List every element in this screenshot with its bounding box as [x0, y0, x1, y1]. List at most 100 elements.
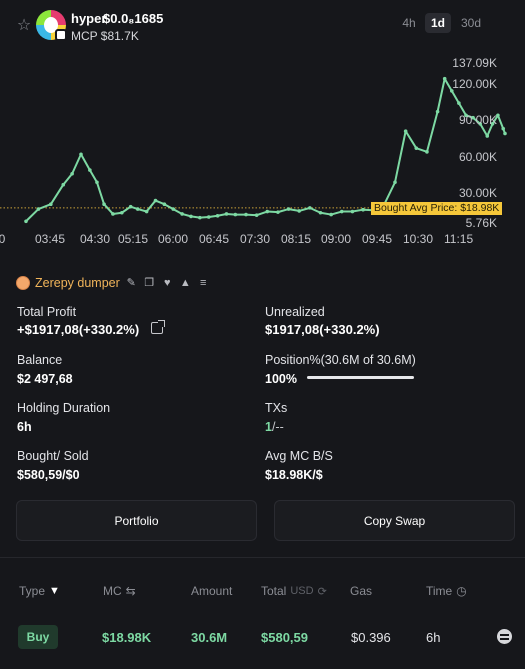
price-chart-svg: [0, 76, 507, 224]
heart-icon[interactable]: ♥: [164, 276, 171, 289]
price-point: [501, 126, 506, 131]
copy-swap-button[interactable]: Copy Swap: [274, 500, 515, 541]
price-point: [449, 89, 454, 93]
header-time-label: Time: [426, 584, 453, 598]
price-point: [297, 209, 302, 213]
y-tick-label: 5.76K: [465, 216, 497, 230]
balance-label: Balance: [17, 353, 63, 367]
header-total[interactable]: Total USD ⟳: [261, 584, 327, 598]
price-point: [442, 76, 447, 81]
total-profit-value: +$1917,08(+330.2%): [17, 322, 140, 337]
price-point: [403, 129, 408, 133]
x-tick-label: 04:30: [80, 232, 111, 246]
header-total-label: Total: [261, 584, 287, 598]
token-name: hyper: [71, 11, 107, 26]
price-point: [171, 207, 176, 211]
y-tick-label: 30.00K: [458, 186, 497, 201]
price-point: [471, 115, 475, 120]
price-point: [478, 122, 482, 126]
price-point: [308, 206, 312, 210]
header-type[interactable]: Type ▼: [19, 584, 60, 598]
price-point: [496, 113, 500, 118]
price-point: [120, 210, 124, 215]
price-point: [276, 210, 280, 214]
row-total: $580,59: [261, 630, 308, 645]
price-point: [435, 109, 440, 114]
refresh-icon[interactable]: ⟳: [317, 585, 327, 598]
trader-row: Zerepy dumper ✎ ❐ ♥ ▲ ≡: [16, 275, 210, 291]
row-menu-icon[interactable]: [497, 629, 512, 644]
swap-icon[interactable]: ⇆: [125, 584, 136, 598]
x-tick-label: 03:45: [35, 232, 66, 246]
filter-icon[interactable]: ▼: [49, 585, 60, 597]
row-time: 6h: [426, 630, 441, 645]
avg-price-tag: Bought Avg Price: $18.98K: [371, 202, 503, 215]
price-point: [144, 209, 149, 214]
price-point: [425, 150, 429, 154]
price-point: [135, 207, 140, 211]
timeframe-30d[interactable]: 30d: [460, 16, 482, 30]
star-icon[interactable]: ☆: [16, 17, 32, 34]
price-point: [244, 212, 248, 217]
token-avatar: [36, 10, 66, 40]
timeframe-1d[interactable]: 1d: [425, 13, 451, 33]
position-label: Position%(30.6M of 30.6M): [265, 353, 416, 367]
avg-mc-value: $18.98K/$: [265, 468, 323, 482]
x-tick-label: 09:45: [362, 232, 393, 246]
y-tick-label: 90.00K: [458, 113, 497, 128]
token-price: $0.0₈1685: [103, 11, 164, 26]
header-time[interactable]: Time ◷: [426, 584, 467, 598]
price-chart[interactable]: [0, 48, 525, 248]
position-value: 100%: [265, 372, 297, 386]
header-type-label: Type: [19, 584, 46, 598]
x-tick-label: 10:30: [403, 232, 434, 246]
edit-icon[interactable]: ✎: [126, 276, 136, 289]
price-point: [224, 212, 229, 216]
price-point: [329, 212, 333, 217]
x-tick-label: 05:15: [118, 232, 149, 246]
arrow-up-icon[interactable]: ▲: [179, 276, 191, 289]
total-profit-label: Total Profit: [17, 305, 77, 319]
price-point: [79, 152, 83, 157]
price-point: [198, 215, 202, 220]
header-total-unit: USD: [290, 585, 314, 597]
y-tick-label: 120.00K: [452, 76, 497, 91]
price-point: [206, 215, 211, 219]
txs-label: TXs: [265, 401, 288, 415]
x-tick-label: 09:00: [321, 232, 352, 246]
header-amount-label: Amount: [191, 584, 233, 598]
holding-duration-value: 6h: [17, 420, 32, 434]
price-point: [70, 171, 74, 176]
price-point: [36, 207, 41, 211]
token-badge-icon: [55, 29, 67, 41]
menu-circle-icon[interactable]: ≡: [200, 276, 207, 289]
trader-name[interactable]: Zerepy dumper: [35, 276, 120, 290]
holding-duration-label: Holding Duration: [17, 401, 111, 415]
price-point: [393, 180, 397, 185]
share-icon[interactable]: [151, 320, 165, 334]
y-tick-label: 60.00K: [458, 149, 497, 164]
balance-value: $2 497,68: [17, 372, 73, 386]
unrealized-value: $1917,08(+330.2%): [265, 322, 380, 337]
header-mc[interactable]: MC ⇆: [103, 584, 136, 598]
trader-avatar: [16, 276, 30, 290]
header-mc-label: MC: [103, 584, 122, 598]
x-tick-label: 11:15: [444, 232, 474, 246]
x-tick-label: 06:45: [199, 232, 230, 246]
price-point: [318, 210, 323, 215]
timeframe-4h[interactable]: 4h: [402, 16, 416, 30]
token-mcp: MCP $81.7K: [71, 29, 139, 43]
copy-icon[interactable]: ❐: [144, 276, 155, 289]
price-point: [485, 134, 490, 138]
price-point: [215, 213, 220, 218]
price-point: [111, 212, 115, 216]
unrealized-label: Unrealized: [265, 305, 325, 319]
price-point: [153, 198, 158, 203]
avg-mc-label: Avg MC B/S: [265, 449, 333, 463]
clock-icon[interactable]: ◷: [456, 584, 467, 598]
price-line-series-0: [25, 77, 506, 222]
price-point: [350, 209, 355, 214]
bought-sold-value: $580,59/$0: [17, 468, 80, 482]
portfolio-button[interactable]: Portfolio: [16, 500, 257, 541]
price-point: [254, 213, 259, 217]
